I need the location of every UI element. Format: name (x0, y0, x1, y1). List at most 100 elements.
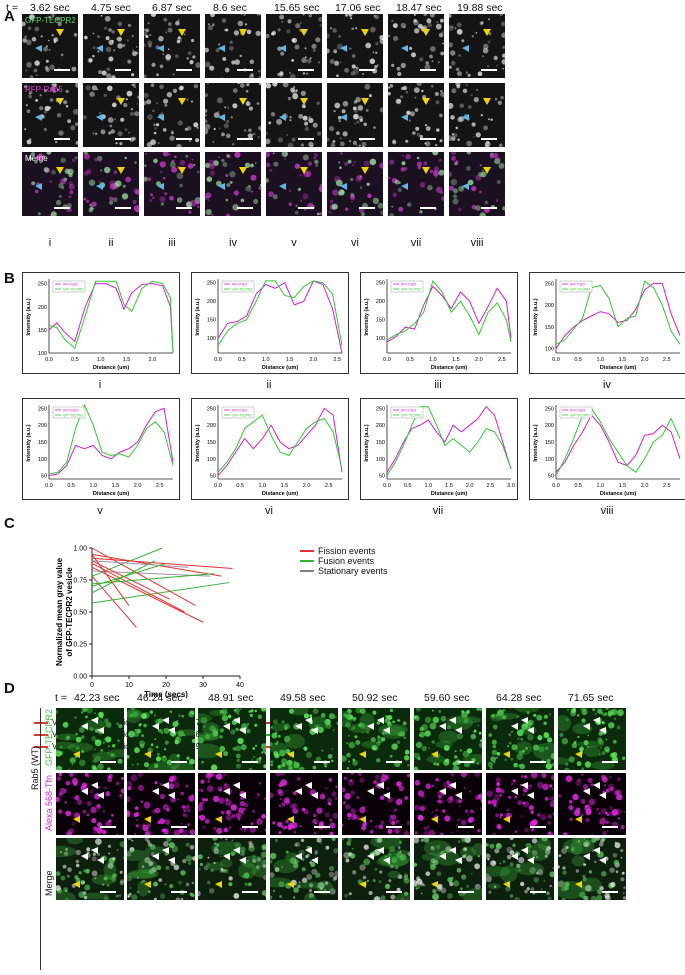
panel-a-micrograph (144, 14, 200, 78)
legend-entry: RFP-Rab5 (63, 283, 78, 287)
panel-label-c: C (4, 515, 15, 532)
intensity-profile-chart: 0.0 0.5 1.0 1.5 2.0 2.5 100 150 200 250 Distance (… (191, 272, 349, 374)
vesicle-intensity-svg: 0 10 20 30 40 0.00 0.25 0.50 0.75 1.00 Time (secs)… (55, 546, 244, 699)
series-line-gfp-tecpr2 (48, 403, 174, 475)
scale-bar (359, 207, 375, 209)
scale-bar (481, 138, 497, 140)
scale-bar (100, 761, 116, 763)
y-axis-label-line1: Normalized mean gray value (55, 557, 64, 666)
x-tick-label: 0.5 (67, 483, 75, 489)
vesicle-label: Vesicle 5 (110, 730, 142, 739)
arrowhead-marker (223, 723, 230, 730)
series-line-gfp-tecpr2 (555, 280, 681, 345)
legend-entry: GFP-TECPR2 (570, 288, 590, 292)
micrograph-svg (22, 14, 78, 78)
arrowhead-marker (91, 847, 98, 854)
scale-bar (171, 761, 187, 763)
arrowhead-marker (287, 881, 294, 888)
micrograph-svg (270, 838, 338, 900)
arrowhead-marker (449, 717, 456, 724)
y-tick-label: 150 (376, 440, 385, 446)
x-tick-label: 1.0 (262, 357, 270, 363)
micrograph-svg (327, 83, 383, 147)
x-tick-label: 2.0 (466, 483, 474, 489)
panel-d-micrograph (558, 708, 626, 770)
scale-bar (386, 761, 402, 763)
micrograph-svg (83, 152, 139, 216)
arrowhead-marker (377, 782, 384, 789)
arrowhead-marker (295, 788, 302, 795)
scale-bar (171, 891, 187, 893)
scale-bar (359, 69, 375, 71)
x-axis-label: Time (secs) (144, 690, 188, 698)
scale-bar (314, 826, 330, 828)
arrowhead-marker (311, 727, 318, 734)
vesicle-series-line (91, 562, 185, 613)
scale-bar (54, 207, 70, 209)
micrograph-svg (83, 83, 139, 147)
arrowhead-marker (300, 29, 308, 36)
panel-b-roman: i (98, 379, 102, 391)
arrowhead-marker (383, 792, 390, 799)
panel-d-timepoint: 71.65 sec (568, 692, 614, 704)
y-tick-label: 250 (38, 282, 47, 288)
arrowhead-marker (361, 167, 369, 174)
arrowhead-marker (575, 881, 582, 888)
arrowhead-marker (367, 788, 374, 795)
vesicle-swatch (34, 721, 48, 724)
vesicle-series-line (91, 560, 170, 600)
panel-d-group-label: Rab5 (WT) (30, 745, 40, 790)
arrowhead-marker (359, 816, 366, 823)
panel-d-micrograph (270, 708, 338, 770)
x-tick-label: 2.5 (663, 357, 671, 363)
arrowhead-marker (96, 114, 103, 121)
arrowhead-marker (422, 98, 430, 105)
arrowhead-marker (81, 723, 88, 730)
arrowhead-marker (367, 723, 374, 730)
intensity-profile-svg: 0.0 0.5 1.0 1.5 2.0 2.5 100 150 200 250 Distance (… (533, 279, 681, 371)
panel-d-micrograph (56, 708, 124, 770)
panel-d-micrograph (342, 773, 410, 835)
y-tick-label: 150 (545, 440, 554, 446)
micrograph-svg (414, 838, 482, 900)
x-tick-label: 2.5 (498, 357, 506, 363)
series-line-gfp-tecpr2 (386, 279, 512, 343)
legend-entry: GFP-TECPR2 (401, 414, 421, 418)
micrograph-svg (486, 773, 554, 835)
x-tick-label: 1.5 (452, 357, 460, 363)
y-tick-label: 100 (207, 457, 216, 463)
intensity-profile-svg: 0.0 0.5 1.0 1.5 2.0 2.5 50 100 150 200 250 Distance… (195, 405, 343, 497)
panel-a-row-label: RFP-Rab5 (25, 85, 63, 94)
arrowhead-marker (73, 751, 80, 758)
micrograph-svg (388, 152, 444, 216)
arrowhead-marker (117, 98, 125, 105)
y-tick-label: 50 (548, 474, 554, 480)
intensity-profile-svg: 0.0 0.5 1.0 1.5 2.0 2.5 100 150 200 250 Distance (… (195, 279, 343, 371)
y-tick-label: 250 (376, 281, 385, 287)
panel-label-d: D (4, 680, 15, 697)
scale-bar (420, 69, 436, 71)
series-line-rfp-rab5 (48, 283, 174, 354)
x-tick-label: 40 (236, 682, 244, 689)
arrowhead-marker (81, 853, 88, 860)
y-tick-label: 200 (545, 303, 554, 309)
panel-a-timepoint: 6.87 sec (152, 2, 192, 14)
panel-a-micrograph: GFP-TECPR2 (22, 14, 78, 78)
scale-bar (314, 891, 330, 893)
panel-a-timepoint: 19.88 sec (457, 2, 503, 14)
arrowhead-marker (439, 853, 446, 860)
arrowhead-marker (593, 847, 600, 854)
scale-bar (242, 826, 258, 828)
arrowhead-marker (233, 847, 240, 854)
panel-a-roman: i (48, 237, 52, 249)
y-tick-label: 200 (38, 423, 47, 429)
scale-bar (314, 761, 330, 763)
panel-a-micrograph (205, 152, 261, 216)
arrowhead-marker (583, 853, 590, 860)
micrograph-svg (388, 14, 444, 78)
panel-a-micrograph (266, 14, 322, 78)
arrowhead-marker (431, 816, 438, 823)
arrowhead-marker (503, 881, 510, 888)
y-tick-label: 0.50 (73, 610, 87, 617)
panel-a-micrograph (144, 83, 200, 147)
